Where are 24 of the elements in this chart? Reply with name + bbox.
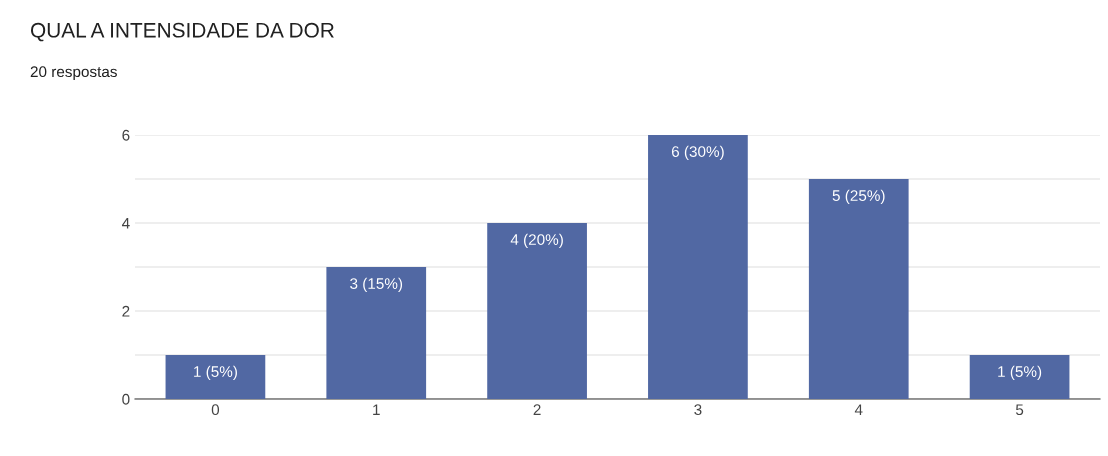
data-label: 1 (5%) bbox=[194, 365, 237, 380]
x-tick-label: 1 bbox=[373, 404, 380, 415]
bar bbox=[165, 355, 266, 399]
x-tick-label: 4 bbox=[854, 404, 863, 415]
data-label: 3 (15%) bbox=[350, 277, 403, 292]
y-tick-label: 2 bbox=[122, 305, 130, 317]
y-tick-label: 0 bbox=[122, 393, 130, 405]
data-label: 6 (30%) bbox=[671, 145, 724, 160]
bar bbox=[487, 223, 587, 399]
x-tick-label: 5 bbox=[1015, 404, 1024, 416]
x-tick-label: 0 bbox=[211, 404, 220, 416]
chart-subtitle: 20 respostas bbox=[30, 66, 117, 81]
x-tick-label: 3 bbox=[694, 404, 702, 416]
y-tick-label: 6 bbox=[122, 129, 130, 141]
bar bbox=[326, 267, 427, 399]
data-label: 4 (20%) bbox=[510, 233, 563, 248]
bar bbox=[648, 135, 748, 399]
chart-title: QUAL A INTENSIDADE DA DOR bbox=[30, 22, 334, 42]
bar bbox=[808, 179, 909, 399]
data-label: 1 (5%) bbox=[998, 365, 1042, 380]
bar bbox=[969, 355, 1070, 399]
x-tick-label: 2 bbox=[533, 404, 541, 415]
y-tick-label: 4 bbox=[121, 218, 130, 229]
data-label: 5 (25%) bbox=[832, 189, 885, 204]
